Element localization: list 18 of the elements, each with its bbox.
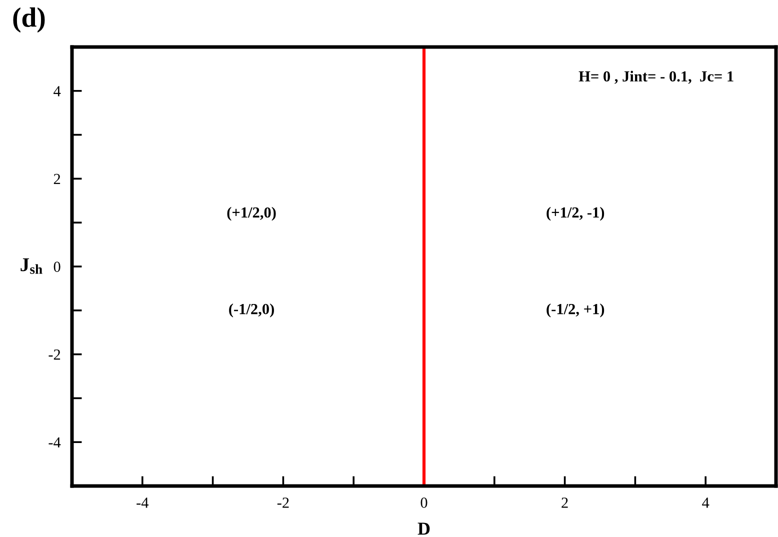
- y-axis-title: J$_{sh}$: [20, 258, 42, 274]
- x-tick-label: 0: [420, 498, 428, 508]
- x-axis-title: D: [418, 522, 430, 535]
- annotation: (+1/2,0): [227, 206, 276, 221]
- x-tick-label: 2: [562, 498, 568, 508]
- annotation: H= 0 , Jint= - 0.1, Jc= 1: [578, 70, 734, 84]
- y-tick-label: -2: [48, 349, 60, 360]
- y-tick-label: 2: [54, 174, 60, 184]
- y-tick-label: 0: [54, 262, 60, 272]
- annotation: (-1/2,0): [229, 303, 274, 318]
- x-tick-label: -2: [277, 498, 289, 508]
- y-tick-label: -4: [48, 437, 61, 448]
- x-tick-label: 4: [702, 498, 710, 508]
- annotation: (-1/2, +1): [546, 303, 604, 318]
- annotation: (+1/2, -1): [546, 206, 604, 221]
- chart-title: (d): [13, 7, 45, 33]
- x-tick-label: -4: [136, 498, 149, 508]
- y-tick-label: 4: [54, 86, 61, 96]
